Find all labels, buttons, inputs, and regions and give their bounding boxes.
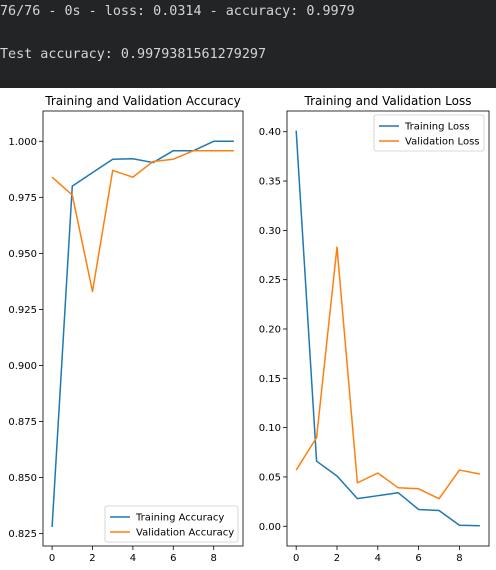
y-tick-label: 0.00 [259,522,281,533]
plot-frame [286,110,490,547]
x-tick-label: 2 [334,553,340,564]
legend: Training Accuracy Validation Accuracy [104,505,239,543]
x-tick-label: 0 [293,553,299,564]
x-tick-label: 6 [415,553,421,564]
x-tick-label: 4 [130,553,136,564]
x-tick-label: 2 [89,553,95,564]
legend-label-validation: Validation Loss [405,137,480,148]
y-tick-label: 0.925 [8,305,37,316]
y-tick-label: 0.825 [8,529,37,540]
chart-title: Training and Validation Loss [304,94,472,108]
y-tick-label: 1.000 [8,137,37,148]
legend-box [373,114,485,152]
x-tick-label: 6 [170,553,176,564]
y-tick-label: 0.30 [259,226,281,237]
y-tick-label: 0.05 [259,472,281,483]
figure-canvas: Training and Validation Accuracy 0.825 0.8… [8,94,490,564]
series-line-training [51,140,234,527]
x-tick-label: 8 [211,553,217,564]
x-tick-label: 0 [49,553,55,564]
y-tick-label: 0.25 [259,275,281,286]
y-tick-label: 0.15 [259,374,281,385]
y-tick-label: 0.950 [8,249,37,260]
y-tick-label: 0.35 [259,177,281,188]
terminal-output: 76/76 - 0s - loss: 0.0314 - accuracy: 0.… [0,0,496,88]
y-tick-label: 0.10 [259,423,281,434]
y-tick-label: 0.20 [259,324,281,335]
accuracy-chart: Training and Validation Accuracy 0.825 0.8… [8,94,244,564]
y-tick-label: 0.850 [8,473,37,484]
plot-frame [42,110,244,547]
legend-label-training: Training Accuracy [135,513,224,524]
eval-log-line: 76/76 - 0s - loss: 0.0314 - accuracy: 0.… [0,4,355,19]
legend-box [104,505,239,543]
series-line-validation [295,246,480,500]
series-line-training [295,130,480,527]
y-tick-label: 0.975 [8,193,37,204]
chart-title: Training and Validation Accuracy [44,94,240,108]
loss-chart: Training and Validation Loss 0.00 0.05 0.10… [259,94,490,564]
legend: Training Loss Validation Loss [373,114,485,152]
series-line-validation [51,149,234,293]
y-tick-label: 0.900 [8,361,37,372]
test-accuracy-line: Test accuracy: 0.9979381561279297 [0,47,267,62]
y-tick-label: 0.875 [8,417,37,428]
x-tick-label: 4 [375,553,381,564]
legend-label-training: Training Loss [404,122,470,133]
x-tick-label: 8 [456,553,462,564]
y-tick-label: 0.40 [259,127,281,138]
legend-label-validation: Validation Accuracy [136,528,234,539]
